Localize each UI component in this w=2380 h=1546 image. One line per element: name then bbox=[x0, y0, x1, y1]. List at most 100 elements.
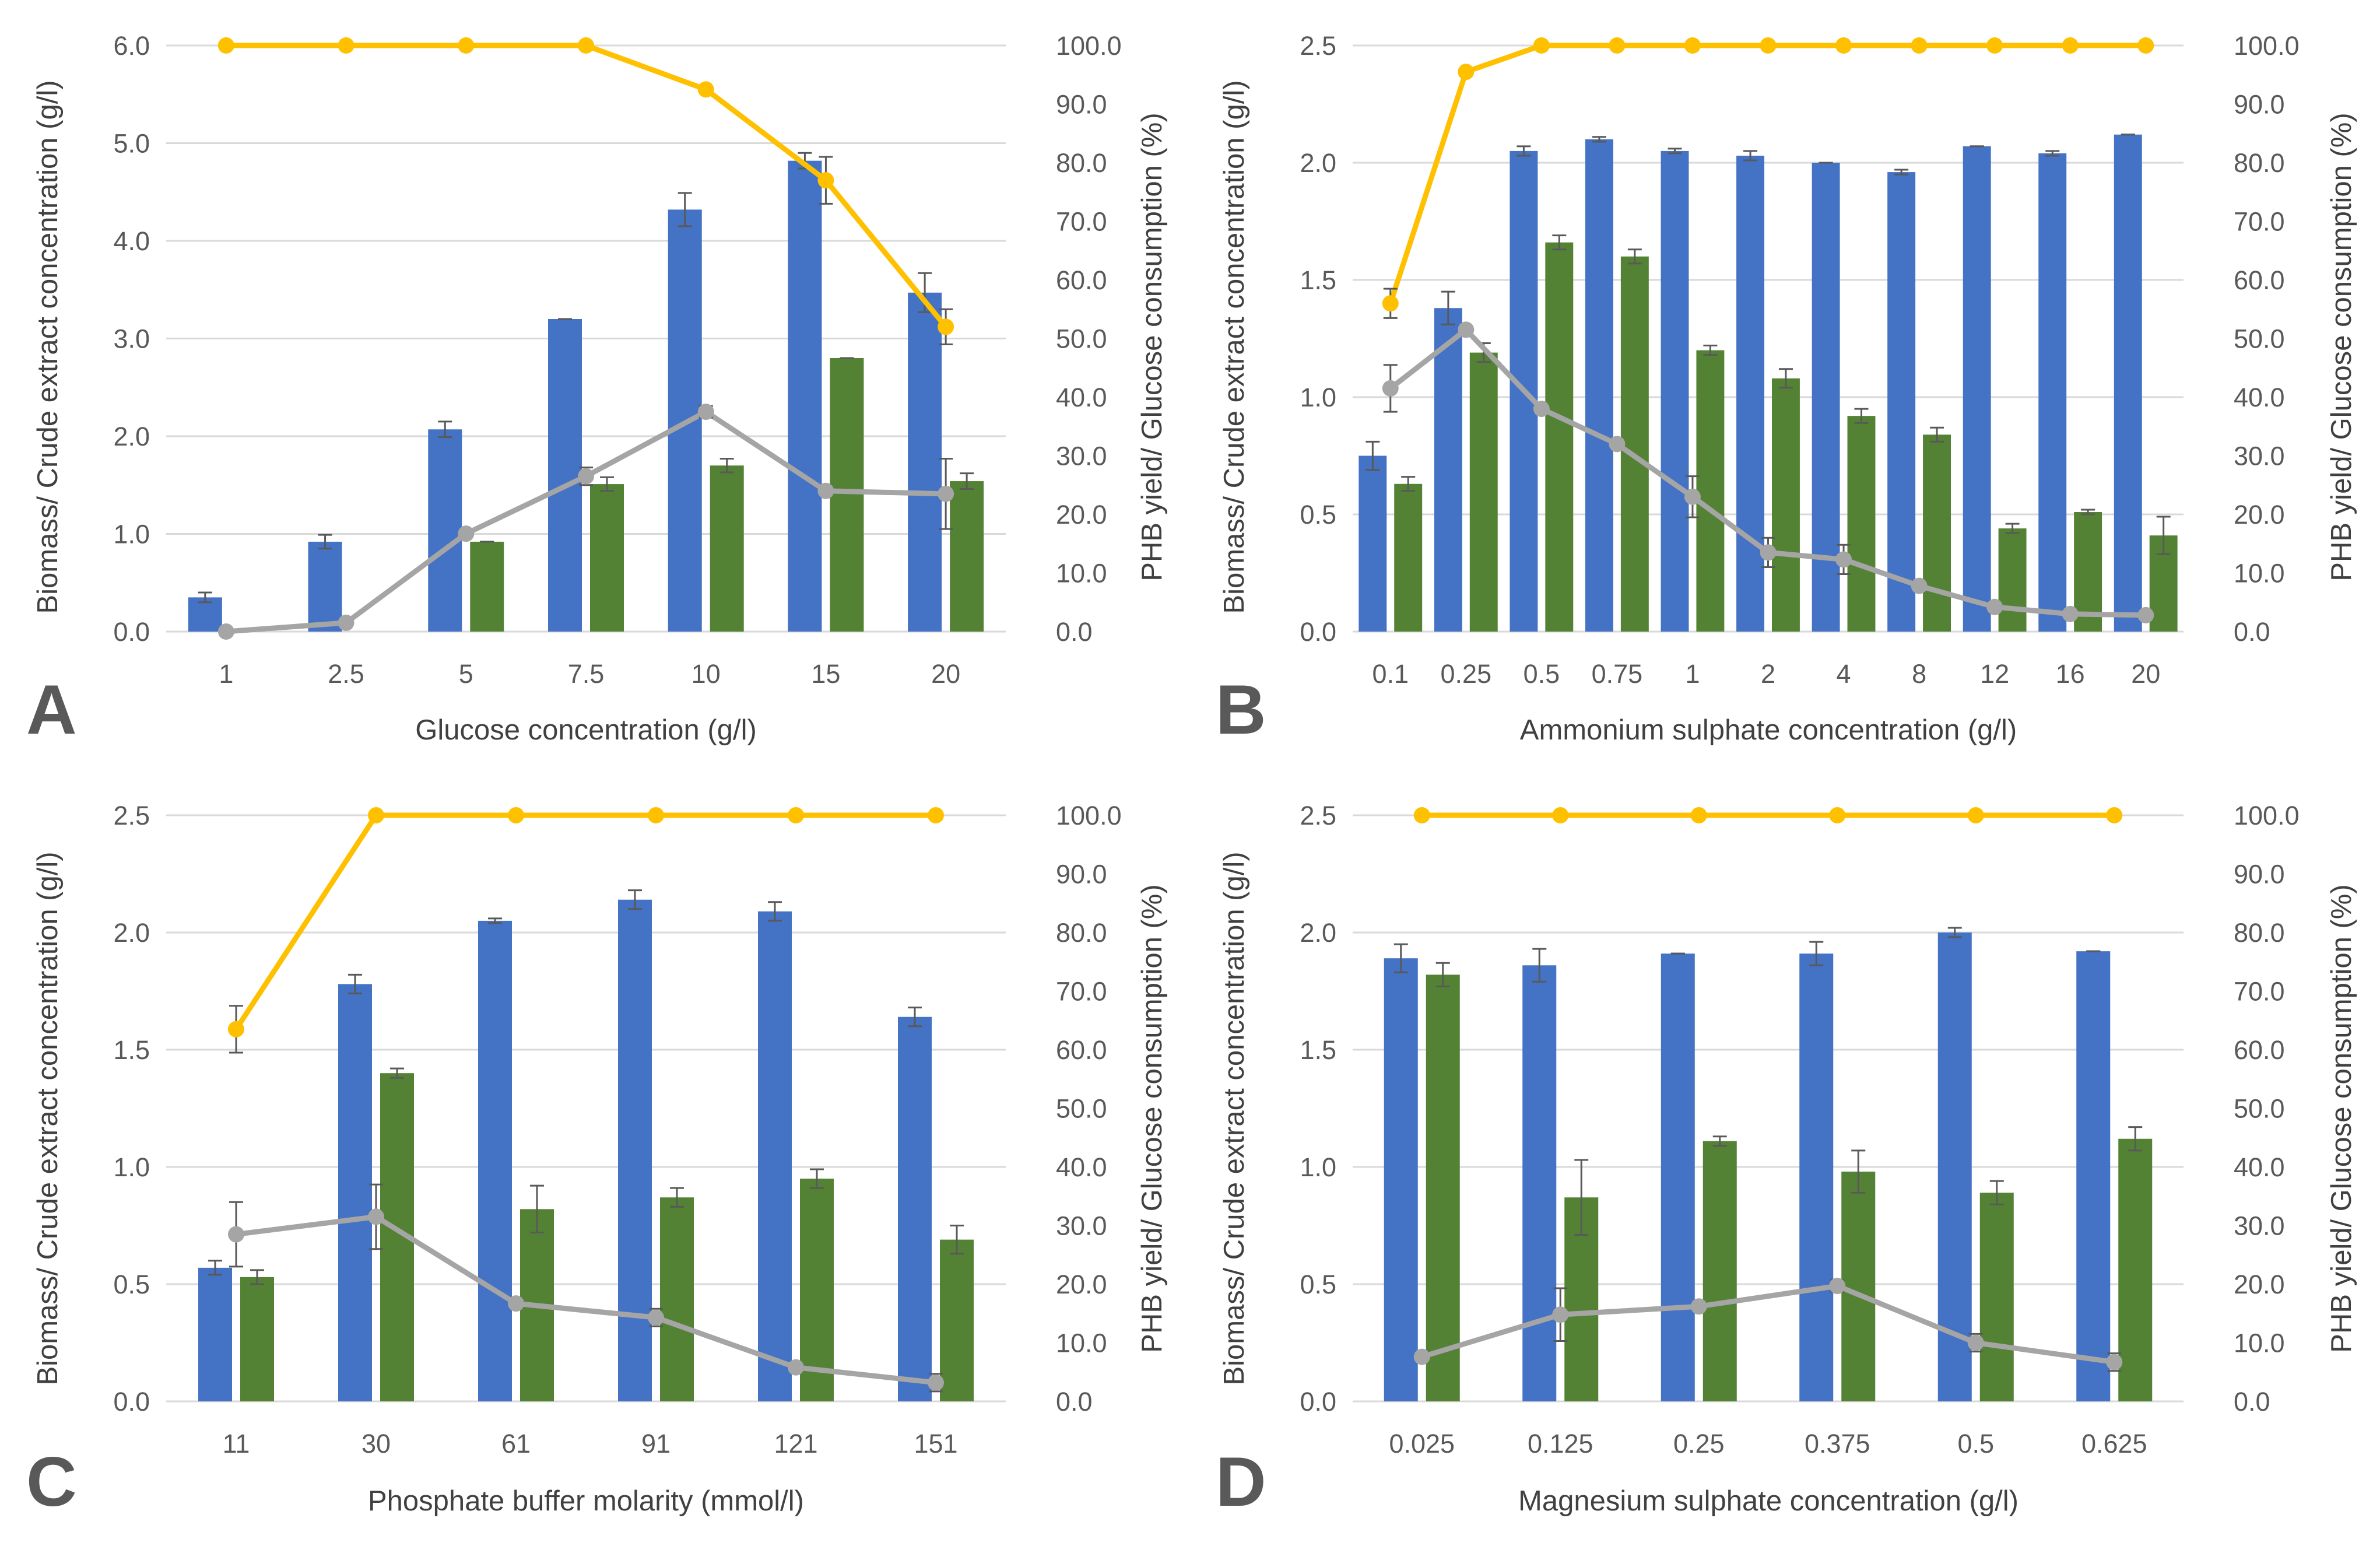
panel-c-y-tick-label: 2.5 bbox=[113, 801, 150, 830]
panel-d-bar-biomass bbox=[1937, 932, 1972, 1401]
panel-b-point-phb-yield bbox=[1458, 321, 1475, 338]
panel-c-bar-biomass bbox=[338, 984, 372, 1401]
panel-d-point-phb-yield bbox=[1413, 1348, 1430, 1365]
panel-b-x-tick-label: 0.5 bbox=[1524, 659, 1560, 689]
panel-d-y-tick-label: 0.5 bbox=[1300, 1270, 1336, 1299]
panel-c-y2-tick-label: 80.0 bbox=[1056, 918, 1107, 948]
panel-c-bar-biomass bbox=[758, 911, 792, 1401]
panel-c-point-glucose-consumption bbox=[228, 1021, 244, 1037]
panel-b-errorbar-crude-extract bbox=[2156, 516, 2171, 555]
panel-a-y2-tick-label: 30.0 bbox=[1056, 441, 1107, 471]
panel-c-y-tick-label: 2.0 bbox=[113, 918, 150, 948]
panel-a-point-phb-yield bbox=[338, 614, 354, 631]
panel-b-x-tick-label: 16 bbox=[2056, 659, 2085, 689]
panel-b-bar-crude-extract bbox=[1923, 434, 1951, 632]
panel-c-point-phb-yield bbox=[928, 1374, 944, 1391]
panel-a-y-tick-label: 1.0 bbox=[113, 520, 150, 549]
panel-a-bar-biomass bbox=[428, 429, 462, 632]
panel-b-bar-biomass bbox=[2038, 153, 2067, 632]
panel-b-errorbar-biomass bbox=[2045, 150, 2060, 157]
panel-b-y2-tick-label: 100.0 bbox=[2234, 31, 2300, 61]
panel-a-letter: A bbox=[26, 671, 77, 749]
panel-d-bar-crude-extract bbox=[1841, 1172, 1876, 1401]
panel-b-x-axis-title: Ammonium sulphate concentration (g/l) bbox=[1520, 714, 2017, 746]
panel-a-x-axis-title: Glucose concentration (g/l) bbox=[415, 714, 757, 746]
panel-b-point-glucose-consumption bbox=[1760, 37, 1777, 54]
panel-a-errorbar-biomass bbox=[438, 420, 452, 439]
panel-c-point-phb-yield bbox=[508, 1295, 524, 1312]
panel-c-x-tick-label: 61 bbox=[501, 1429, 531, 1459]
panel-b-errorbar-crude-extract bbox=[1401, 476, 1416, 492]
panel-b-x-tick-label: 0.1 bbox=[1372, 659, 1409, 689]
panel-b-point-glucose-consumption bbox=[1911, 37, 1928, 54]
panel-d-errorbar-biomass bbox=[1947, 927, 1962, 938]
panel-b-y-tick-label: 0.5 bbox=[1300, 500, 1336, 530]
panel-b-point-glucose-consumption bbox=[1458, 64, 1475, 80]
panel-a-y2-tick-label: 20.0 bbox=[1056, 500, 1107, 530]
panel-c-y-tick-label: 1.0 bbox=[113, 1152, 150, 1182]
panel-a-y2-tick-label: 80.0 bbox=[1056, 148, 1107, 178]
panel-a-x-tick-label: 20 bbox=[931, 659, 960, 689]
panel-a-y2-tick-label: 90.0 bbox=[1056, 90, 1107, 120]
panel-c-point-glucose-consumption bbox=[508, 807, 524, 823]
panel-b-point-phb-yield bbox=[1835, 551, 1852, 568]
panel-c-errorbar-crude-extract bbox=[250, 1269, 264, 1285]
panel-b-errorbar-biomass bbox=[1517, 145, 1531, 157]
panel-b-y2-tick-label: 90.0 bbox=[2234, 90, 2285, 120]
panel-a-y2-tick-label: 50.0 bbox=[1056, 324, 1107, 354]
panel-a-x-tick-label: 15 bbox=[811, 659, 840, 689]
panel-b-errorbar-crude-extract bbox=[1627, 248, 1642, 265]
panel-b-errorbar-crude-extract bbox=[2081, 509, 2095, 516]
panel-b-point-glucose-consumption bbox=[2062, 37, 2079, 54]
panel-d-line-phb-yield bbox=[1421, 1283, 2115, 1365]
panel-b-y2-tick-label: 20.0 bbox=[2234, 500, 2285, 530]
panel-d-bar-biomass bbox=[1799, 953, 1834, 1401]
panel-c-y2-tick-label: 100.0 bbox=[1056, 801, 1122, 830]
panel-d-x-tick-label: 0.125 bbox=[1528, 1429, 1593, 1459]
panel-d-y-tick-label: 2.0 bbox=[1300, 918, 1336, 948]
panel-a-line-glucose-consumption bbox=[226, 43, 948, 329]
panel-c-point-phb-yield bbox=[648, 1309, 664, 1326]
panel-b-y-tick-label: 0.0 bbox=[1300, 617, 1336, 647]
panel-d-point-phb-yield bbox=[1829, 1278, 1846, 1295]
panel-b-errorbar-biomass bbox=[1365, 440, 1380, 471]
panel-b-bar-crude-extract bbox=[1545, 242, 1574, 632]
panel-c-point-glucose-consumption bbox=[368, 807, 384, 823]
panel-d-point-glucose-consumption bbox=[1829, 807, 1846, 823]
panel-c-bar-crude-extract bbox=[660, 1197, 694, 1401]
panel-c-y-tick-label: 1.5 bbox=[113, 1035, 150, 1065]
panel-a-bar-crude-extract bbox=[710, 465, 744, 632]
panel-c-y2-tick-label: 60.0 bbox=[1056, 1035, 1107, 1065]
panel-a-y-tick-label: 2.0 bbox=[113, 422, 150, 451]
panel-b-point-glucose-consumption bbox=[1609, 37, 1626, 54]
panel-b-y2-tick-label: 50.0 bbox=[2234, 324, 2285, 354]
panel-a-errorbar-crude-extract bbox=[960, 472, 974, 490]
panel-a-point-glucose-consumption bbox=[817, 172, 834, 189]
panel-d-point-glucose-consumption bbox=[2106, 807, 2123, 823]
panel-b-bar-crude-extract bbox=[1469, 352, 1498, 632]
panel-b-errorbar-crude-extract bbox=[2005, 523, 2020, 534]
panel-b: B Ammonium sulphate concentration (g/l) … bbox=[1216, 31, 2357, 749]
panel-a-y-tick-label: 4.0 bbox=[113, 226, 150, 256]
panel-c-errorbar-biomass bbox=[908, 1007, 922, 1028]
panel-b-bar-crude-extract bbox=[1998, 528, 2027, 632]
panel-c-x-tick-label: 11 bbox=[223, 1429, 250, 1459]
panel-a-y-tick-label: 0.0 bbox=[113, 617, 150, 647]
panel-a-y2-axis-title: PHB yield/ Glucose consumption (%) bbox=[1136, 113, 1168, 581]
panel-a-x-tick-label: 5 bbox=[459, 659, 473, 689]
panel-b-y2-tick-label: 30.0 bbox=[2234, 441, 2285, 471]
panel-d-point-phb-yield bbox=[1967, 1334, 1984, 1351]
panel-a-point-glucose-consumption bbox=[217, 37, 234, 54]
panel-a-point-glucose-consumption bbox=[578, 37, 594, 54]
panel-d-x-tick-label: 0.025 bbox=[1389, 1429, 1455, 1459]
panel-d-y2-tick-label: 60.0 bbox=[2234, 1035, 2285, 1065]
panel-b-letter: B bbox=[1216, 671, 1266, 749]
panel-c-bar-crude-extract bbox=[940, 1239, 974, 1401]
panel-a-y2-tick-label: 0.0 bbox=[1056, 617, 1093, 647]
panel-b-point-glucose-consumption bbox=[1382, 295, 1399, 312]
panel-a-bar-crude-extract bbox=[590, 484, 624, 632]
panel-b-y2-tick-label: 60.0 bbox=[2234, 265, 2285, 295]
panel-a-point-phb-yield bbox=[817, 482, 834, 499]
panel-d-bar-biomass bbox=[1522, 965, 1557, 1401]
panel-a-point-phb-yield bbox=[217, 623, 234, 640]
